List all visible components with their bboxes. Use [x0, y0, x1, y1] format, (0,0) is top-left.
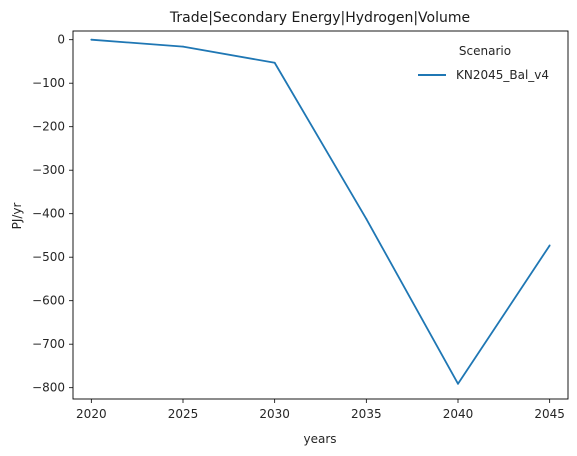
y-tick-label: −400: [32, 207, 65, 221]
data-point: [548, 244, 551, 247]
x-axis-label: years: [303, 432, 336, 446]
y-tick-label: −100: [32, 76, 65, 90]
chart-title: Trade|Secondary Energy|Hydrogen|Volume: [169, 10, 470, 26]
data-point: [365, 218, 368, 220]
y-tick-label: −200: [32, 120, 65, 134]
plot-area: [72, 30, 569, 400]
y-tick-label: −500: [32, 250, 65, 264]
y-tick-label: −300: [32, 163, 65, 177]
legend-entry-label: KN2045_Bal_v4: [456, 68, 549, 82]
x-tick-label: 2045: [534, 407, 565, 421]
data-point: [90, 38, 93, 41]
x-axis: 2020 2025 2030 2035 2040 2045: [76, 399, 565, 421]
y-tick-label: −600: [32, 294, 65, 308]
y-tick-label: −700: [32, 337, 65, 351]
y-axis: 0 −100 −200 −300 −400 −500 −600 −700 −800: [32, 33, 73, 395]
series-line-0: [91, 38, 551, 385]
y-axis-label: PJ/yr: [10, 203, 24, 230]
legend: Scenario KN2045_Bal_v4: [418, 44, 549, 82]
data-point: [182, 45, 184, 48]
legend-title: Scenario: [459, 44, 511, 58]
x-tick-label: 2030: [259, 407, 290, 421]
data-point: [273, 61, 276, 64]
y-tick-label: −800: [32, 381, 65, 395]
x-tick-label: 2020: [76, 407, 107, 421]
x-tick-label: 2025: [168, 407, 199, 421]
x-tick-label: 2040: [443, 407, 474, 421]
series-layer: [90, 38, 551, 385]
y-tick-label: 0: [57, 33, 65, 47]
x-tick-label: 2035: [351, 407, 382, 421]
data-point: [457, 382, 459, 385]
plot-frame: [72, 30, 569, 400]
